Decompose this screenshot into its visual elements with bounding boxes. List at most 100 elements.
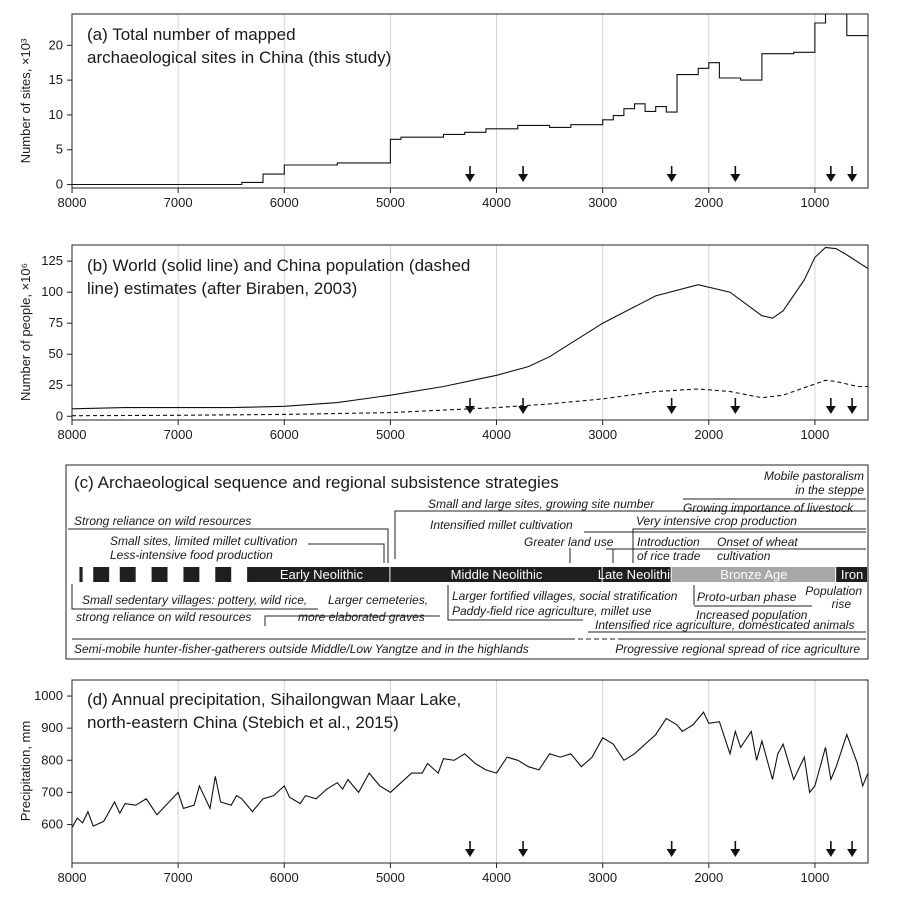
- period-label: Bronze Age: [720, 567, 787, 582]
- x-tick-label: 5000: [376, 195, 405, 210]
- panel-b-y-axis-label: Number of people, ×10⁶: [18, 263, 33, 401]
- period-label: Early Neolithic: [280, 567, 364, 582]
- period-label: Late Neolithic: [598, 567, 677, 582]
- panel-d-frame: [71, 679, 869, 864]
- y-tick-label: 15: [49, 72, 63, 87]
- y-tick-label: 700: [41, 784, 63, 799]
- marker-arrow-head: [730, 174, 741, 182]
- panel-c: (c) Archaeological sequence and regional…: [65, 464, 869, 660]
- note-growing-site-number: Small and large sites, growing site numb…: [428, 497, 655, 511]
- period-segment: [671, 567, 836, 582]
- panel-b-y-ticks: 0 25 50 75 100 125: [41, 253, 72, 423]
- y-tick-label: 100: [41, 284, 63, 299]
- y-tick-label: 900: [41, 720, 63, 735]
- note-population: Population: [805, 584, 862, 598]
- panel-d-x-ticks: 8000 7000 6000 5000 4000 3000 2000 1000: [58, 863, 829, 885]
- panel-a-x-ticks: 8000 7000 6000 5000 4000 3000 2000 1000: [58, 188, 829, 210]
- panel-a-y-axis-label: Number of sites, ×10³: [18, 38, 33, 163]
- note-larger-cemeteries: Larger cemeteries,: [328, 593, 428, 607]
- y-tick-label: 25: [49, 377, 63, 392]
- bracket-fortified-villages: [447, 585, 583, 621]
- marker-arrow-head: [465, 174, 475, 182]
- y-tick-label: 1000: [34, 688, 63, 703]
- panel-c-title: (c) Archaeological sequence and regional…: [74, 473, 559, 492]
- marker-arrow-head: [666, 406, 677, 414]
- y-tick-label: 0: [56, 177, 63, 192]
- note-paddy-field: Paddy-field rice agriculture, millet use: [452, 604, 652, 618]
- y-tick-label: 20: [49, 37, 63, 52]
- marker-arrow-head: [730, 849, 741, 857]
- x-tick-label: 4000: [482, 427, 511, 442]
- note-greater-land-use: Greater land use: [524, 535, 614, 549]
- bracket-sedentary-villages: [71, 584, 318, 610]
- x-tick-label: 2000: [694, 427, 723, 442]
- x-tick-label: 1000: [800, 870, 829, 885]
- x-tick-label: 6000: [270, 195, 299, 210]
- note-increased-population: Increased population: [696, 608, 808, 622]
- panel-b-china-series: [71, 379, 868, 417]
- note-in-the-steppe: in the steppe: [795, 483, 864, 497]
- note-hunter-gatherers: Semi-mobile hunter-fisher-gatherers outs…: [74, 642, 529, 656]
- y-tick-label: 125: [41, 253, 63, 268]
- note-proto-urban: Proto-urban phase: [697, 590, 797, 604]
- note-wild-resources: strong reliance on wild resources: [76, 610, 251, 624]
- y-tick-label: 0: [56, 408, 63, 423]
- marker-arrow-head: [847, 849, 858, 857]
- x-tick-label: 5000: [376, 870, 405, 885]
- pre-neolithic-block: [119, 567, 136, 582]
- note-sedentary-villages: Small sedentary villages: pottery, wild …: [82, 593, 307, 607]
- note-cultivation: cultivation: [717, 549, 771, 563]
- panel-b-gridlines: [177, 245, 816, 420]
- panel-b-arrows: [465, 398, 858, 414]
- period-label: Iron: [841, 567, 863, 582]
- note-mobile-pastoralism: Mobile pastoralism: [764, 469, 864, 483]
- panel-d-title-line1: (d) Annual precipitation, Sihailongwan M…: [87, 690, 461, 709]
- x-tick-label: 1000: [800, 195, 829, 210]
- panel-b-title-line2: line) estimates (after Biraben, 2003): [87, 279, 357, 298]
- pre-neolithic-block: [79, 567, 83, 582]
- y-tick-label: 75: [49, 315, 63, 330]
- note-rise: rise: [832, 597, 852, 611]
- panel-a-title-line2: archaeological sites in China (this stud…: [87, 48, 391, 67]
- note-very-intensive-crop: Very intensive crop production: [636, 514, 797, 528]
- marker-arrow-head: [465, 406, 475, 414]
- marker-arrow-head: [518, 174, 529, 182]
- marker-arrow-head: [730, 406, 741, 414]
- x-tick-label: 8000: [58, 870, 87, 885]
- panel-a-frame: [71, 13, 869, 189]
- pre-neolithic-block: [151, 567, 168, 582]
- panel-a-title-line1: (a) Total number of mapped: [87, 25, 296, 44]
- note-intensified-millet: Intensified millet cultivation: [430, 518, 573, 532]
- y-tick-label: 50: [49, 346, 63, 361]
- x-tick-label: 4000: [482, 870, 511, 885]
- panel-b-frame: [71, 244, 869, 421]
- x-tick-label: 7000: [164, 870, 193, 885]
- pre-neolithic-block: [93, 567, 110, 582]
- period-segment: [602, 567, 671, 582]
- panel-d-y-axis-label: Precipitation, mm: [18, 721, 33, 821]
- bracket-cemeteries: [264, 615, 440, 626]
- x-tick-label: 7000: [164, 427, 193, 442]
- y-tick-label: 5: [56, 142, 63, 157]
- note-livestock: Growing importance of livestock: [683, 501, 854, 515]
- period-segment: [252, 567, 390, 582]
- x-tick-label: 4000: [482, 195, 511, 210]
- marker-arrow-head: [825, 174, 836, 182]
- x-tick-label: 7000: [164, 195, 193, 210]
- marker-arrow-head: [825, 849, 836, 857]
- x-tick-label: 3000: [588, 195, 617, 210]
- note-less-intensive: Less-intensive food production: [110, 548, 273, 562]
- panel-a-sites-series: [72, 13, 869, 186]
- marker-arrow-head: [666, 849, 677, 857]
- panel-d-title-line2: north-eastern China (Stebich et al., 201…: [87, 713, 399, 732]
- bracket-wild-resources: [68, 528, 389, 563]
- marker-arrow-head: [825, 406, 836, 414]
- note-intensified-rice: Intensified rice agriculture, domesticat…: [595, 618, 854, 632]
- note-introduction: Introduction: [637, 535, 700, 549]
- pre-neolithic-block: [215, 567, 232, 582]
- panel-a-arrows: [465, 166, 858, 182]
- panel-d-precipitation-series: [71, 711, 869, 828]
- x-tick-label: 8000: [58, 195, 87, 210]
- marker-arrow-head: [518, 406, 529, 414]
